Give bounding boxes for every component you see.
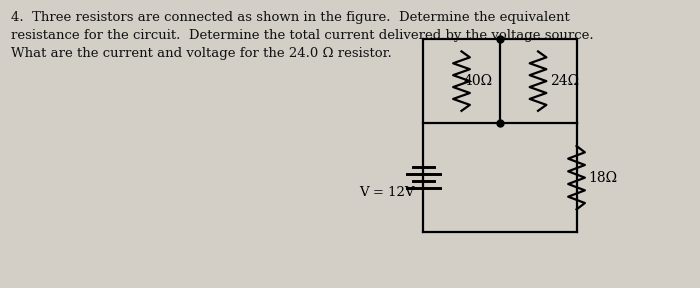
Text: 4.  Three resistors are connected as shown in the figure.  Determine the equival: 4. Three resistors are connected as show… bbox=[10, 11, 594, 60]
Text: 24Ω: 24Ω bbox=[550, 74, 579, 88]
Text: V = 12V: V = 12V bbox=[358, 186, 414, 199]
Text: 40Ω: 40Ω bbox=[463, 74, 493, 88]
Text: 18Ω: 18Ω bbox=[589, 171, 617, 185]
